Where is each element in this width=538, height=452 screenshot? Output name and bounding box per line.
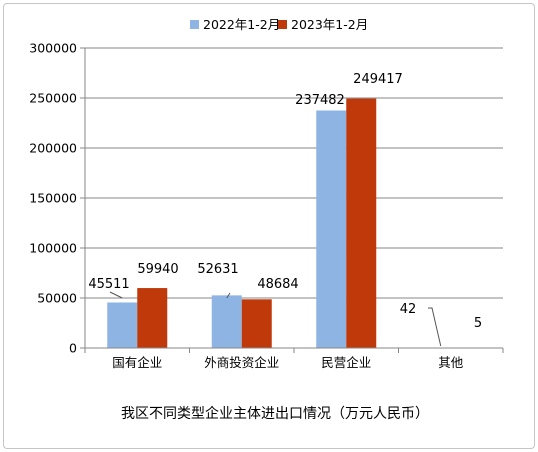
bar [107,302,138,348]
x-category-label: 其他 [438,355,464,370]
chart-frame [3,3,535,449]
data-label: 42 [400,302,417,317]
data-label: 237482 [295,93,345,108]
legend-swatch [278,20,287,29]
bar [241,299,272,348]
y-tick-label: 150000 [29,191,77,206]
data-labels: 45511 59940 52631 48684 237482 249417 42 5 [88,72,482,347]
axes [84,48,504,353]
data-label: 59940 [137,262,178,277]
bars [107,98,481,348]
y-tick-label: 100000 [29,241,77,256]
bar [211,295,242,348]
leader-line [109,291,123,299]
y-tick-label: 250000 [29,91,77,106]
chart-title: 我区不同类型企业主体进出口情况（万元人民币） [121,405,429,422]
leader-line [428,307,442,347]
y-tick-label: 0 [69,341,77,356]
data-label: 45511 [88,277,129,292]
leader-line [226,292,231,299]
y-tick-labels: 0 50000 100000 150000 200000 250000 300000 [29,41,77,356]
y-tick-label: 300000 [29,41,77,56]
x-category-label: 外商投资企业 [204,355,279,370]
legend-swatch [190,20,199,29]
legend: 2022年1-2月 2023年1-2月 [190,17,368,32]
y-tick-label: 200000 [29,141,77,156]
y-tick-label: 50000 [37,291,77,306]
legend-label: 2023年1-2月 [291,17,368,32]
x-category-label: 民营企业 [321,355,371,370]
data-label: 249417 [353,72,403,87]
x-category-labels: 国有企业 外商投资企业 民营企业 其他 [112,355,464,370]
bar [137,288,168,348]
bar [346,98,377,348]
data-label: 52631 [197,262,238,277]
data-label: 48684 [257,277,298,292]
bar [316,110,347,348]
x-category-label: 国有企业 [112,355,162,370]
data-label: 5 [474,316,482,331]
legend-label: 2022年1-2月 [203,17,280,32]
